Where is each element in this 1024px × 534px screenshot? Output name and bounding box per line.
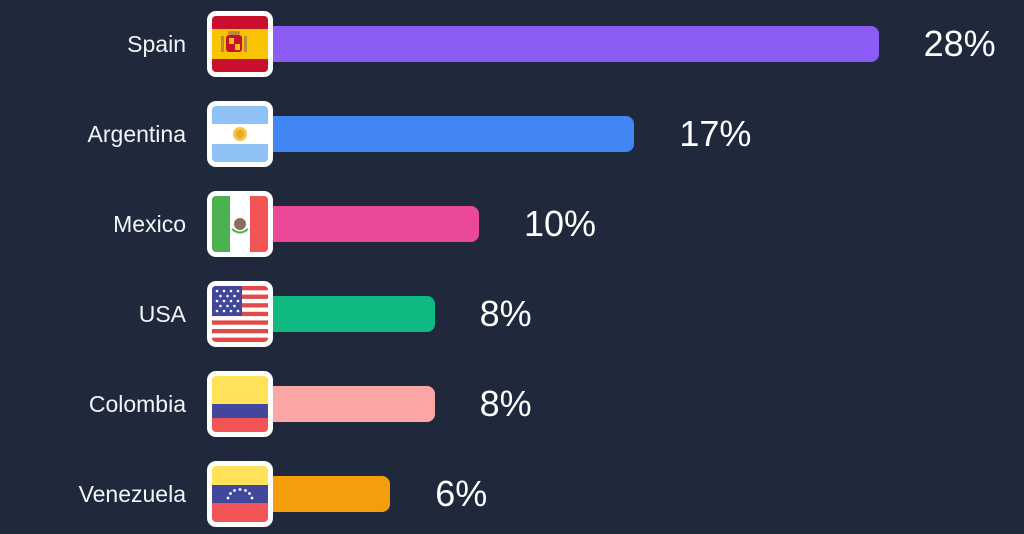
bar-mexico (257, 206, 479, 242)
chart-row-spain: Spain 28% (0, 11, 1024, 77)
spain-flag-icon (207, 11, 273, 77)
category-label: Spain (127, 31, 186, 57)
chart-row-venezuela: Venezuela 6% (0, 461, 1024, 527)
category-label: Colombia (88, 391, 186, 417)
bar-argentina (257, 116, 635, 152)
chart-row-argentina: Argentina 17% (0, 101, 1024, 167)
bar-colombia (257, 386, 435, 422)
value-label: 8% (479, 383, 532, 424)
category-label: USA (138, 301, 186, 327)
chart-row-usa: USA 8% (0, 281, 1024, 347)
usa-flag-icon (207, 281, 273, 347)
argentina-flag-icon (207, 101, 273, 167)
venezuela-flag-icon (207, 461, 273, 527)
category-label: Argentina (87, 121, 186, 147)
bar-usa (257, 296, 435, 332)
mexico-flag-icon (207, 191, 273, 257)
bar-spain (257, 26, 879, 62)
value-label: 28% (923, 23, 996, 64)
category-label: Venezuela (78, 481, 186, 507)
colombia-flag-icon (207, 371, 273, 437)
value-label: 10% (524, 203, 597, 244)
chart-row-colombia: Colombia 8% (0, 371, 1024, 437)
chart-row-mexico: Mexico 10% (0, 191, 1024, 257)
value-label: 6% (435, 473, 488, 514)
category-label: Mexico (113, 211, 186, 237)
bar-venezuela (257, 476, 391, 512)
value-label: 8% (479, 293, 532, 334)
value-label: 17% (679, 113, 752, 154)
